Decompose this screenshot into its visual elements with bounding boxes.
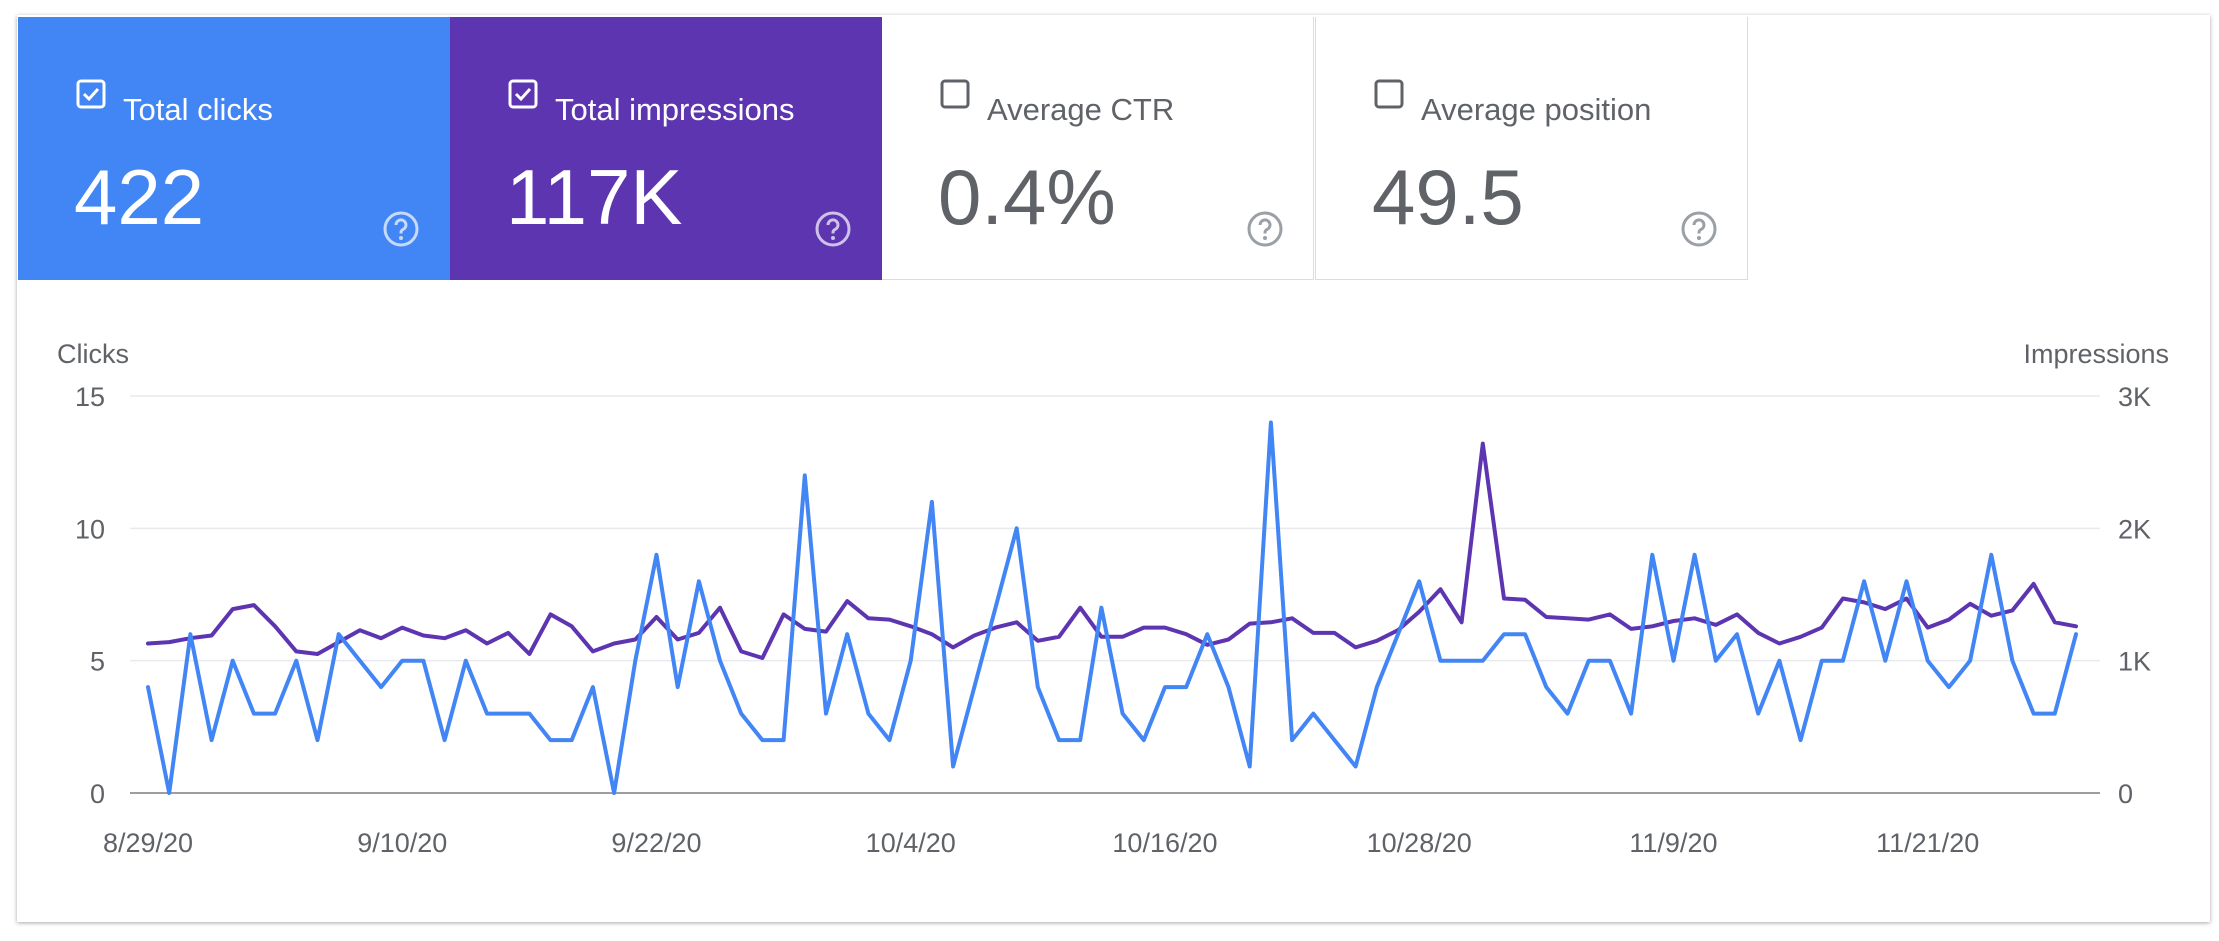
x-tick-label: 9/10/20 — [357, 828, 447, 858]
checkbox-checked-icon[interactable] — [76, 79, 106, 109]
left-tick-label: 10 — [75, 514, 105, 544]
x-tick-label: 11/9/20 — [1629, 828, 1717, 858]
metric-tile-average-ctr[interactable]: Average CTR 0.4% — [882, 17, 1314, 280]
help-circle-icon[interactable] — [1246, 210, 1284, 248]
left-tick-label: 5 — [90, 647, 105, 677]
checkbox-unchecked-icon[interactable] — [1374, 79, 1404, 109]
x-tick-label: 9/22/20 — [611, 828, 701, 858]
x-tick-label: 10/28/20 — [1367, 828, 1472, 858]
metric-label: Total clicks — [123, 92, 273, 127]
x-tick-label: 10/4/20 — [866, 828, 956, 858]
metric-value: 49.5 — [1372, 153, 1524, 241]
checkbox-checked-icon[interactable] — [508, 79, 538, 109]
right-tick-label: 0 — [2118, 779, 2133, 809]
metric-value: 117K — [506, 153, 683, 241]
left-tick-label: 15 — [75, 382, 105, 412]
series-line-total-clicks — [146, 420, 2078, 795]
metric-tile-average-position[interactable]: Average position 49.5 — [1315, 17, 1748, 280]
x-tick-label: 11/21/20 — [1876, 828, 1979, 858]
series-line-total-impressions — [146, 441, 2078, 660]
metric-label: Total impressions — [555, 92, 795, 127]
right-tick-label: 3K — [2118, 382, 2151, 412]
metric-tile-total-impressions[interactable]: Total impressions 117K — [450, 17, 882, 280]
help-circle-icon[interactable] — [382, 210, 420, 248]
right-tick-label: 2K — [2118, 514, 2151, 544]
metric-tile-total-clicks[interactable]: Total clicks 422 — [18, 17, 450, 280]
help-circle-icon[interactable] — [1680, 210, 1718, 248]
metric-label: Average CTR — [987, 92, 1175, 127]
help-circle-icon[interactable] — [814, 210, 852, 248]
x-tick-label: 10/16/20 — [1112, 828, 1217, 858]
x-tick-label: 8/29/20 — [103, 828, 193, 858]
checkbox-unchecked-icon[interactable] — [940, 79, 970, 109]
left-tick-label: 0 — [90, 779, 105, 809]
right-tick-label: 1K — [2118, 647, 2151, 677]
metric-label: Average position — [1421, 92, 1652, 127]
metric-value: 0.4% — [938, 153, 1116, 241]
metric-value: 422 — [74, 153, 205, 241]
left-axis-title: Clicks — [57, 339, 129, 369]
right-axis-title: Impressions — [2023, 339, 2169, 369]
